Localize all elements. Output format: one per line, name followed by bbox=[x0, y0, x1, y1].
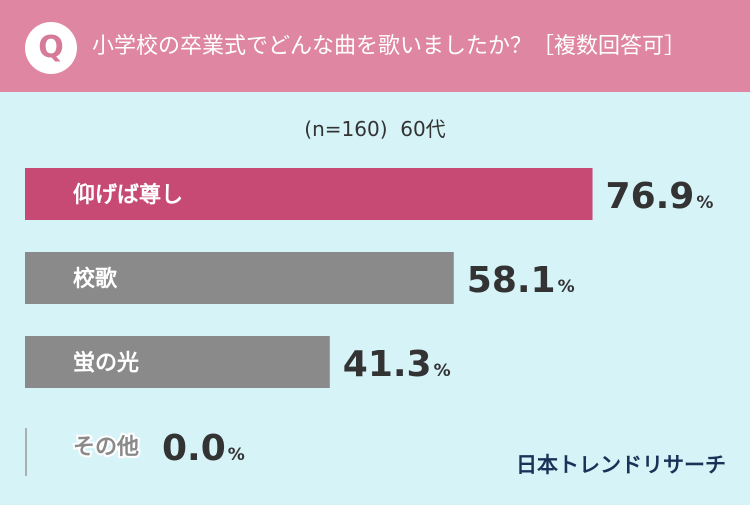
value-unit: % bbox=[434, 361, 451, 381]
bar bbox=[25, 252, 454, 304]
category-label: その他 bbox=[73, 435, 139, 460]
question-text: 小学校の卒業式でどんな曲を歌いましたか？［複数回答可］ bbox=[92, 34, 687, 59]
value-label: 0.0% bbox=[162, 428, 245, 469]
sample-size-label: (n=160) 60代 bbox=[304, 117, 446, 141]
category-label: 仰げば尊し bbox=[73, 182, 183, 208]
value-label: 76.9% bbox=[606, 176, 714, 217]
value-number: 76.9 bbox=[606, 176, 695, 217]
brand-logo: 日本トレンドリサーチ bbox=[516, 453, 726, 477]
value-unit: % bbox=[228, 445, 245, 465]
value-number: 41.3 bbox=[343, 344, 432, 385]
category-label: 校歌 bbox=[73, 266, 118, 292]
bar bbox=[25, 168, 593, 220]
value-number: 58.1 bbox=[467, 260, 556, 301]
value-label: 41.3% bbox=[343, 344, 451, 385]
value-unit: % bbox=[696, 193, 713, 213]
value-number: 0.0 bbox=[162, 428, 226, 469]
value-unit: % bbox=[558, 277, 575, 297]
category-label: 蛍の光 bbox=[73, 350, 139, 376]
q-badge: Q bbox=[25, 22, 77, 74]
value-label: 58.1% bbox=[467, 260, 575, 301]
question-header: Q 小学校の卒業式でどんな曲を歌いましたか？［複数回答可］ bbox=[0, 0, 750, 92]
bar bbox=[25, 336, 330, 388]
